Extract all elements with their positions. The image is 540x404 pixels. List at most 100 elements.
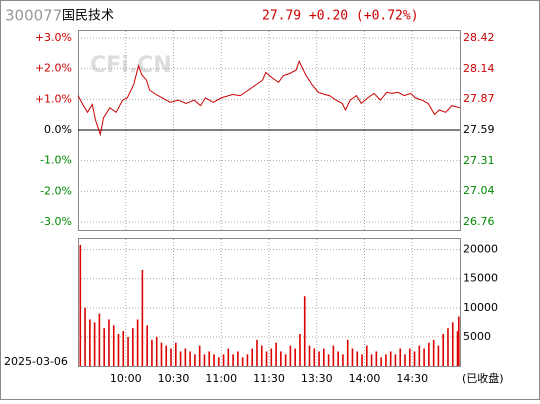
watermark: CFi.CN (90, 53, 172, 78)
volume-bar (313, 348, 316, 366)
y2-tick-label: 27.59 (463, 123, 495, 136)
volume-bar (294, 348, 296, 366)
volume-bar (308, 345, 311, 366)
y-tick-label: +3.0% (35, 31, 72, 44)
volume-bar (151, 339, 153, 366)
volume-bar (160, 342, 163, 366)
date: 2025-03-06 (4, 355, 68, 368)
volume-bar (437, 345, 440, 366)
volume-bar (456, 331, 459, 366)
x-tick-label: 14:30 (396, 372, 428, 385)
volume-bar (260, 345, 263, 366)
y2-tick-label: 27.31 (463, 154, 495, 167)
volume-bar (289, 345, 292, 366)
x-tick-label: 13:30 (301, 372, 333, 385)
volume-bar (423, 348, 425, 366)
price-line (77, 59, 461, 137)
y2-tick-label: 27.87 (463, 92, 495, 105)
x-tick-label: 10:30 (158, 372, 190, 385)
y-tick-label: +1.0% (35, 92, 72, 105)
volume-bar (227, 348, 230, 366)
volume-bar (98, 313, 101, 366)
volume-bar (198, 345, 201, 366)
y2-tick-label: 27.04 (463, 184, 495, 197)
stock-code: 300077 (5, 7, 62, 25)
volume-bar (428, 342, 430, 366)
volume-bar (103, 328, 105, 366)
volume-bar (418, 345, 421, 366)
volume-bar (136, 319, 139, 366)
volume-bar (237, 351, 239, 366)
volume-bar (89, 319, 91, 366)
volume-bar (346, 339, 349, 366)
volume-bar (366, 345, 368, 366)
volume-bar (332, 345, 335, 366)
y-tick-label: 15000 (463, 272, 498, 285)
volume-bar (458, 316, 460, 366)
y-tick-label: +2.0% (35, 62, 72, 75)
volume-bar (275, 342, 277, 366)
y2-tick-label: 28.42 (463, 31, 495, 44)
volume-bar (280, 351, 282, 366)
stock-name: 国民技术 (62, 9, 114, 24)
volume-bar (122, 331, 125, 366)
volume-bar (184, 348, 187, 366)
volume-bar (93, 322, 96, 366)
quote: 27.79 +0.20 (+0.72%) (262, 9, 419, 24)
volume-bar (232, 354, 234, 366)
y2-tick-label: 28.14 (463, 62, 495, 75)
volume-bar (389, 351, 392, 366)
volume-bar (385, 354, 387, 366)
volume-bar (175, 342, 177, 366)
volume-bar (318, 351, 320, 366)
volume-bar (413, 351, 416, 366)
volume-bar (189, 351, 191, 366)
x-tick-label: 11:30 (253, 372, 285, 385)
volume-bar (356, 351, 359, 366)
volume-bar (108, 319, 110, 366)
volume-bar (380, 357, 382, 366)
volume-bar (303, 296, 306, 366)
volume-bar (404, 354, 406, 366)
volume-bar (256, 339, 258, 366)
y-tick-label: -1.0% (40, 154, 72, 167)
volume-bar (251, 348, 253, 366)
y-tick-label: 0.0% (44, 123, 72, 136)
x-tick-label: 11:00 (205, 372, 237, 385)
volume-bar (327, 354, 330, 366)
volume-bar (112, 325, 115, 366)
volume-bar (127, 336, 129, 366)
volume-bar (208, 351, 211, 366)
y-tick-label: 10000 (463, 301, 498, 314)
volume-panel (78, 238, 461, 367)
volume-bar (241, 357, 244, 366)
volume-bar (394, 354, 397, 366)
volume-bar (337, 351, 339, 366)
volume-bar (194, 354, 196, 366)
volume-bar (265, 351, 268, 366)
volume-bar (222, 354, 225, 366)
volume-bar (155, 336, 158, 366)
y2-tick-label: 26.76 (463, 215, 495, 228)
volume-bar (141, 270, 144, 366)
x-tick-label: 10:00 (110, 372, 142, 385)
volume-bar (217, 357, 220, 366)
volume-bar (146, 325, 148, 366)
volume-bar (361, 354, 363, 366)
volume-bar (284, 354, 287, 366)
volume-bar (246, 354, 249, 366)
volume-bar (375, 351, 378, 366)
volume-bar (342, 354, 344, 366)
volume-bar (442, 334, 444, 366)
volume-bar (351, 348, 354, 366)
volume-bar (447, 328, 449, 366)
volume-bar (299, 334, 301, 366)
volume-bar (170, 348, 172, 366)
volume-bar (399, 348, 402, 366)
volume-bar (132, 328, 134, 366)
volume-bar (270, 348, 273, 366)
volume-bar (432, 339, 435, 366)
volume-bar (451, 322, 454, 366)
volume-bar (165, 345, 168, 366)
